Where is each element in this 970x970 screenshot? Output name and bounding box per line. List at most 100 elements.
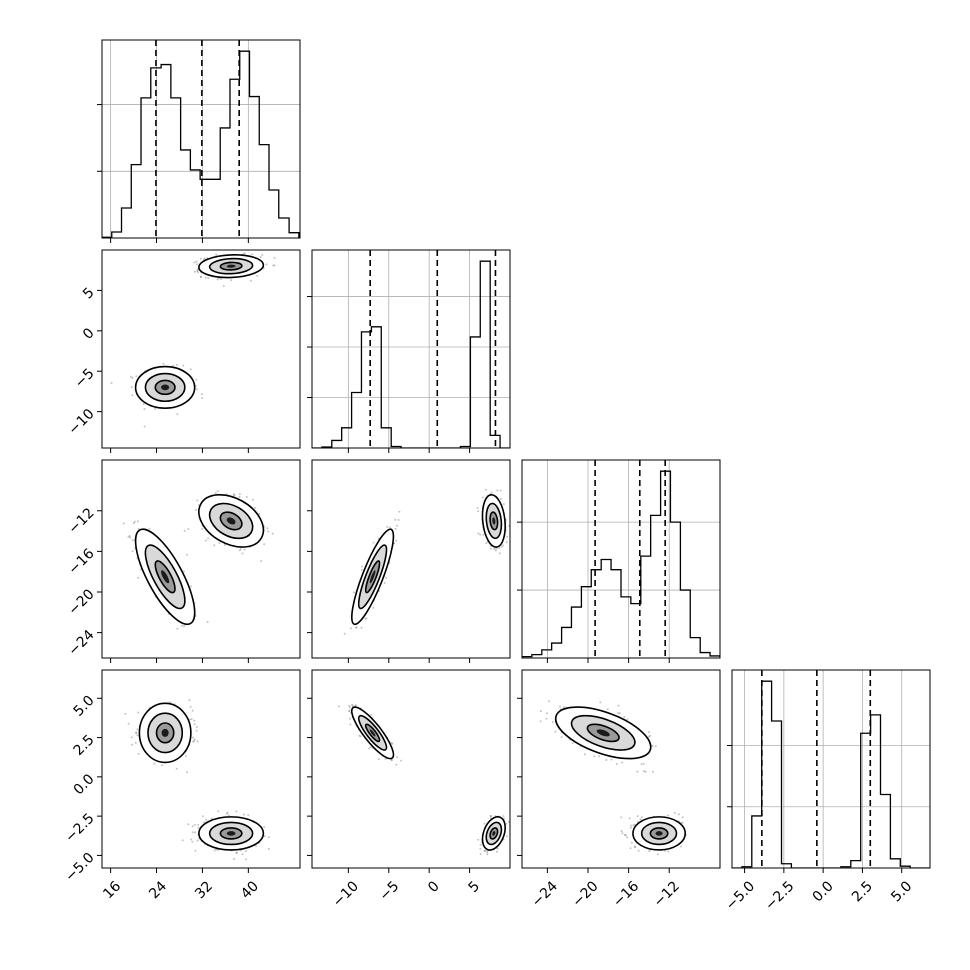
scatter-point	[348, 710, 351, 713]
contour-3-0-0-1	[147, 712, 184, 754]
scatter-point	[193, 723, 196, 726]
scatter-point	[351, 703, 354, 706]
scatter-point	[241, 853, 244, 856]
scatter-point	[384, 758, 387, 760]
scatter-point	[479, 843, 482, 846]
scatter-point	[496, 847, 499, 850]
scatter-point	[648, 850, 651, 853]
scatter-point	[479, 533, 482, 536]
scatter-point	[640, 763, 643, 766]
panels-layer: 16 24 32 40 −10 −5 0 5 −24 −20 −16 −12 −5.0 −2.5 0.0 2.…	[62, 39, 931, 914]
scatter-point	[349, 627, 352, 630]
scatter-point	[169, 701, 171, 704]
scatter-point	[348, 706, 351, 709]
scatter-point	[216, 490, 219, 493]
scatter-point	[483, 849, 486, 852]
scatter-point	[571, 742, 574, 745]
scatter-point	[130, 736, 133, 739]
scatter-point	[383, 582, 386, 584]
scatter-point	[162, 362, 165, 365]
scatter-point	[391, 742, 394, 745]
scatter-point	[135, 375, 138, 378]
scatter-point	[634, 846, 637, 849]
scatter-point	[621, 761, 624, 764]
scatter-point	[130, 375, 132, 378]
scatter-point	[183, 529, 186, 532]
scatter-point	[249, 279, 252, 282]
scatter-point	[500, 545, 503, 548]
scatter-point	[210, 817, 213, 820]
scatter-point	[394, 518, 397, 521]
scatter-point	[135, 732, 138, 734]
scatter-point	[176, 363, 178, 366]
contour-2-0-0-2	[154, 560, 176, 594]
scatter-point	[495, 850, 498, 853]
scatter-point	[193, 738, 196, 741]
scatter-point	[273, 264, 276, 267]
scatter-point	[372, 541, 375, 544]
contour-1-0-1-1	[208, 257, 254, 275]
scatter-point	[583, 753, 586, 756]
scatter-point	[130, 386, 133, 388]
contour-3-0-1-0	[198, 816, 265, 851]
scatter-point	[222, 285, 225, 287]
contour-1-0-1-2	[219, 261, 243, 271]
scatter-point	[343, 632, 346, 635]
scatter-point	[499, 489, 502, 492]
scatter-point	[386, 525, 389, 528]
scatter-point	[195, 388, 198, 391]
scatter-point	[184, 755, 187, 757]
scatter-point	[354, 704, 357, 707]
scatter-point	[243, 252, 246, 255]
scatter-point	[127, 722, 130, 725]
scatter-point	[227, 814, 230, 817]
scatter-point	[137, 711, 140, 714]
scatter-point	[189, 368, 192, 371]
scatter-point	[273, 256, 276, 259]
panel-3-2	[517, 669, 721, 873]
scatter-point	[213, 544, 216, 547]
scatter-point	[267, 847, 270, 850]
contour-2-1-0-2	[364, 560, 381, 594]
scatter-point	[548, 700, 551, 703]
scatter-point	[183, 570, 185, 573]
scatter-point	[148, 527, 151, 530]
scatter-point	[490, 491, 493, 494]
scatter-point	[129, 536, 132, 539]
scatter-point	[214, 492, 217, 495]
scatter-point	[348, 704, 351, 707]
scatter-point	[493, 548, 496, 550]
scatter-point	[235, 810, 238, 813]
scatter-point	[233, 494, 236, 497]
scatter-point	[261, 254, 264, 256]
contour-2-0-1-1	[208, 502, 254, 540]
scatter-point	[486, 853, 489, 856]
density-core-1-0-0	[161, 384, 170, 391]
scatter-point	[680, 845, 682, 848]
scatter-point	[216, 278, 219, 281]
scatter-point	[251, 253, 254, 256]
scatter-point	[358, 734, 361, 737]
contour-2-1-1-2	[489, 511, 499, 531]
scatter-point	[127, 535, 130, 538]
scatter-point	[218, 542, 221, 545]
scatter-point	[395, 763, 398, 766]
scatter-point	[233, 857, 236, 860]
panel-frame-1-0	[101, 249, 301, 449]
scatter-point	[201, 815, 204, 818]
scatter-point	[390, 759, 393, 762]
scatter-point	[203, 257, 206, 260]
scatter-point	[630, 841, 633, 844]
scatter-point	[193, 823, 196, 826]
scatter-point	[225, 812, 228, 815]
contour-3-0-0-0	[138, 702, 192, 764]
scatter-point	[489, 814, 492, 817]
scatter-point	[546, 712, 548, 715]
scatter-point	[137, 520, 139, 523]
scatter-point	[263, 543, 266, 546]
scatter-point	[369, 746, 372, 749]
scatter-point	[545, 717, 548, 720]
contour-2-1-1-0	[481, 493, 506, 548]
scatter-point	[479, 847, 482, 850]
